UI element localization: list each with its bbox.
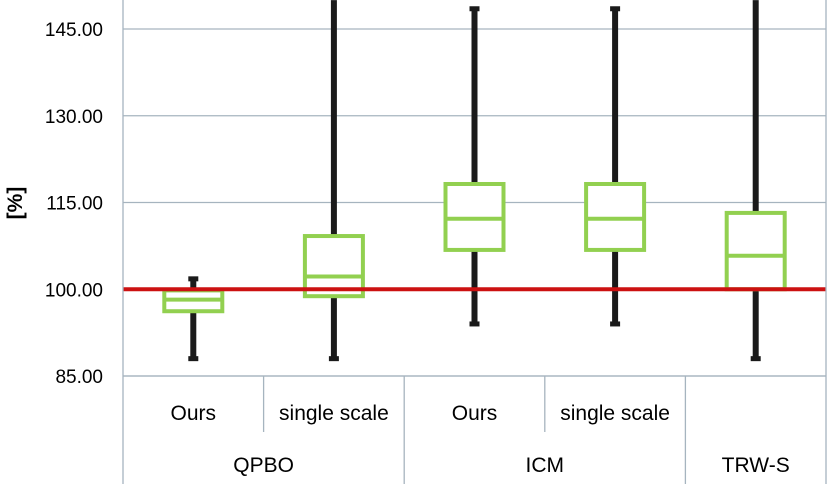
x-group-label: ICM xyxy=(526,454,565,477)
x-category-label: single scale xyxy=(560,402,670,425)
x-group-label: TRW-S xyxy=(722,454,790,477)
x-category-label: Ours xyxy=(452,402,498,425)
y-tick-label: 130.00 xyxy=(45,107,103,128)
y-tick-label: 115.00 xyxy=(46,194,103,215)
y-tick-label: 100.00 xyxy=(45,280,103,301)
y-axis-label: [%] xyxy=(4,187,27,220)
x-group-label: QPBO xyxy=(233,454,294,477)
y-tick-label: 145.00 xyxy=(45,20,103,41)
x-category-label: single scale xyxy=(279,402,389,425)
box-iqr xyxy=(724,210,787,292)
box-iqr xyxy=(302,234,365,299)
x-category-label: Ours xyxy=(171,402,217,425)
y-tick-label: 85.00 xyxy=(55,367,103,388)
